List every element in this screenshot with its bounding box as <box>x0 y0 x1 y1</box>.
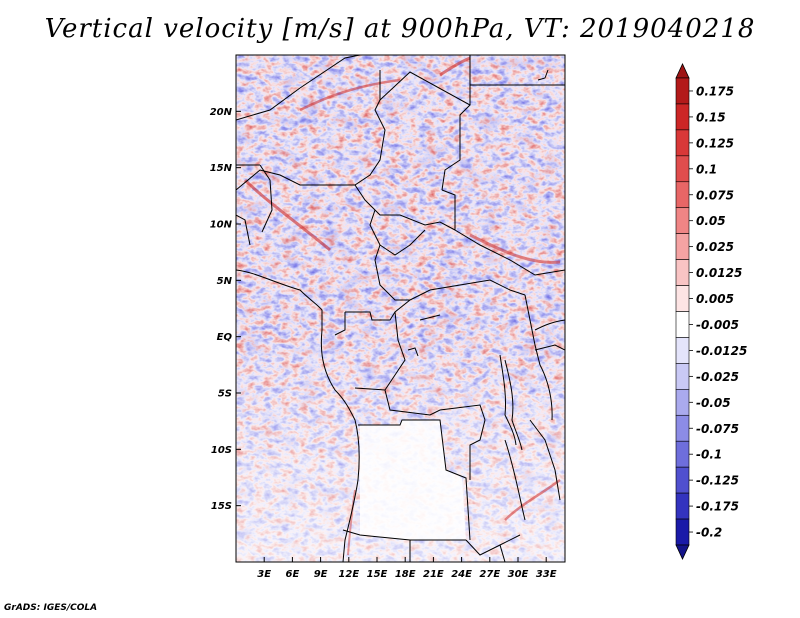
lon-tick-label: 3E <box>257 569 271 580</box>
lat-tick-label: EQ <box>217 332 233 343</box>
colorbar-swatch <box>675 389 690 416</box>
colorbar-swatch <box>675 129 690 157</box>
colorbar-label: -0.175 <box>696 500 739 514</box>
lon-tick-label: 12E <box>338 569 359 580</box>
lon-tick-label: 9E <box>314 569 328 580</box>
colorbar-label: -0.125 <box>696 474 739 488</box>
lon-tick-label: 15E <box>367 569 388 580</box>
lat-tick-label: 15N <box>210 163 233 174</box>
latitude-axis: 20N 15N 10N 5N EQ 5S 10S 15S <box>210 107 241 512</box>
colorbar-swatch <box>675 363 690 390</box>
colorbar-swatch <box>675 77 690 105</box>
colorbar-swatch <box>675 311 690 338</box>
colorbar-swatch <box>675 207 690 234</box>
map-title: Vertical velocity [m/s] at 900hPa, VT: 2… <box>44 14 756 44</box>
colorbar-swatch <box>675 259 690 286</box>
colorbar-swatch <box>675 466 690 494</box>
colorbar-swatch <box>675 181 690 209</box>
colorbar-label: 0.005 <box>696 292 734 306</box>
colorbar-swatch <box>675 492 690 520</box>
colorbar-label: -0.2 <box>696 526 722 540</box>
longitude-axis: 3E 6E 9E 12E 15E 18E 21E 24E 27E 30E 33E <box>257 557 557 580</box>
lat-tick-label: 20N <box>210 107 233 118</box>
lon-tick-label: 27E <box>479 569 500 580</box>
colorbar-label: -0.05 <box>696 396 731 410</box>
lat-tick-label: 10N <box>210 220 233 231</box>
lon-tick-label: 24E <box>451 569 472 580</box>
colorbar-label: -0.075 <box>696 422 739 436</box>
velocity-field <box>236 55 565 562</box>
colorbar-label: -0.1 <box>696 448 722 462</box>
blank-region <box>360 420 466 540</box>
colorbar-bottom-arrow <box>675 544 690 560</box>
colorbar-swatch <box>675 103 690 131</box>
colorbar-label: 0.05 <box>696 214 726 228</box>
lon-tick-label: 33E <box>536 569 557 580</box>
colorbar-swatch <box>675 233 690 260</box>
lon-tick-label: 6E <box>286 569 300 580</box>
colorbar-label: 0.15 <box>696 110 726 124</box>
colorbar-swatch <box>675 440 690 468</box>
colorbar-label: -0.005 <box>696 318 739 332</box>
lat-tick-label: 5N <box>217 276 233 287</box>
lon-tick-label: 30E <box>508 569 529 580</box>
colorbar: 0.175 0.15 0.125 0.1 0.075 0.05 0.025 0.0125 0.0… <box>675 63 747 560</box>
colorbar-label: 0.1 <box>696 162 717 176</box>
colorbar-label: -0.025 <box>696 370 739 384</box>
colorbar-swatch <box>675 285 690 312</box>
colorbar-label: 0.025 <box>696 240 734 254</box>
lat-tick-label: 5S <box>218 389 232 400</box>
colorbar-swatch <box>675 155 690 183</box>
colorbar-swatch <box>675 518 690 546</box>
colorbar-label: 0.0125 <box>696 266 742 280</box>
colorbar-label: 0.175 <box>696 84 734 98</box>
colorbar-label: -0.0125 <box>696 344 747 358</box>
colorbar-top-arrow <box>675 63 690 79</box>
colorbar-label: 0.125 <box>696 136 734 150</box>
colorbar-label: 0.075 <box>696 188 734 202</box>
lon-tick-label: 21E <box>423 569 444 580</box>
colorbar-swatch <box>675 337 690 364</box>
colorbar-swatch <box>675 414 690 442</box>
lat-tick-label: 15S <box>211 501 232 512</box>
map-frame <box>235 54 566 563</box>
country-borders <box>236 55 565 562</box>
grads-credit: GrADS: IGES/COLA <box>4 603 98 613</box>
lon-tick-label: 18E <box>395 569 416 580</box>
lat-tick-label: 10S <box>211 445 232 456</box>
